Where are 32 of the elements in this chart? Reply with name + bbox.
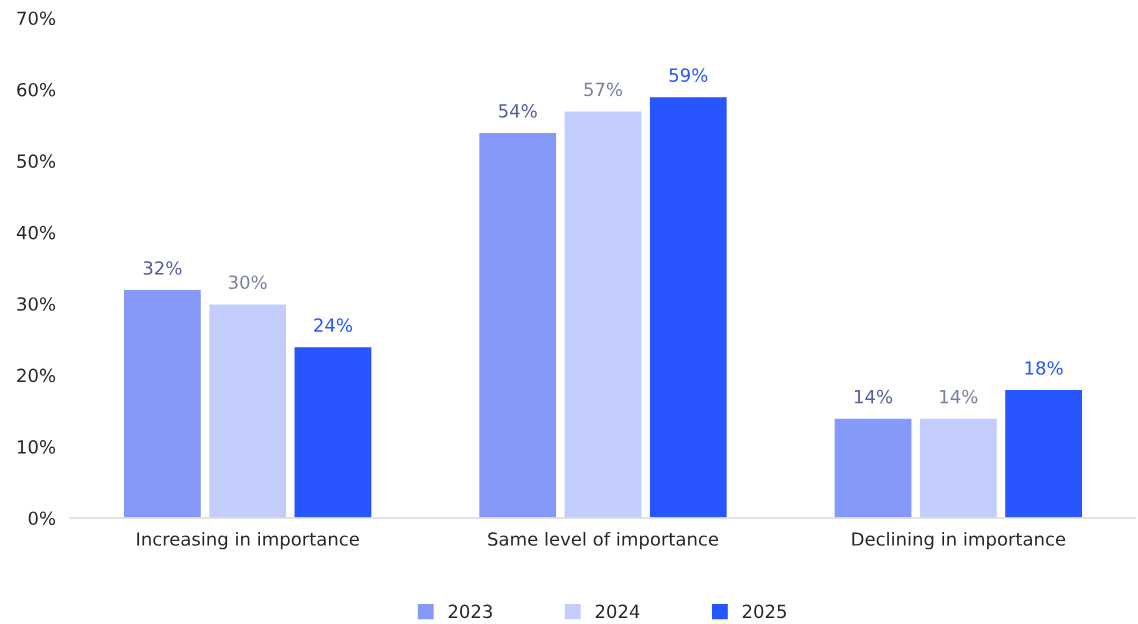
y-tick-label: 0% — [28, 511, 56, 526]
y-tick-label: 20% — [17, 368, 56, 383]
bar — [833, 417, 913, 518]
y-tick-label: 60% — [17, 82, 56, 97]
x-tick-label: Increasing in importance — [137, 531, 359, 550]
bar — [648, 95, 729, 518]
data-label: 24% — [314, 318, 353, 332]
x-tick-label: Same level of importance — [488, 531, 719, 550]
bar — [293, 345, 373, 518]
bar — [563, 110, 643, 518]
bar — [1003, 388, 1084, 518]
legend-label: 2025 — [742, 604, 786, 619]
data-label: 59% — [669, 68, 708, 82]
bar — [207, 303, 288, 518]
data-label: 14% — [940, 389, 978, 404]
data-label: 57% — [584, 82, 623, 97]
x-tick-label: Declining in importance — [852, 531, 1066, 550]
y-tick-label: 10% — [17, 440, 56, 454]
y-tick-label: 50% — [17, 154, 56, 168]
data-label: 30% — [228, 275, 267, 290]
y-tick-label: 40% — [16, 225, 56, 240]
y-tick-label: 70% — [17, 11, 56, 26]
y-tick-label: 30% — [17, 297, 56, 311]
data-label: 14% — [854, 389, 893, 404]
data-label: 18% — [1025, 361, 1063, 375]
legend-label: 2024 — [595, 604, 640, 619]
bar — [918, 417, 999, 518]
bar — [122, 288, 203, 518]
data-label: 54% — [499, 104, 537, 118]
data-label: 32% — [143, 261, 182, 275]
bar — [477, 131, 558, 518]
legend-label: 2023 — [448, 604, 492, 619]
